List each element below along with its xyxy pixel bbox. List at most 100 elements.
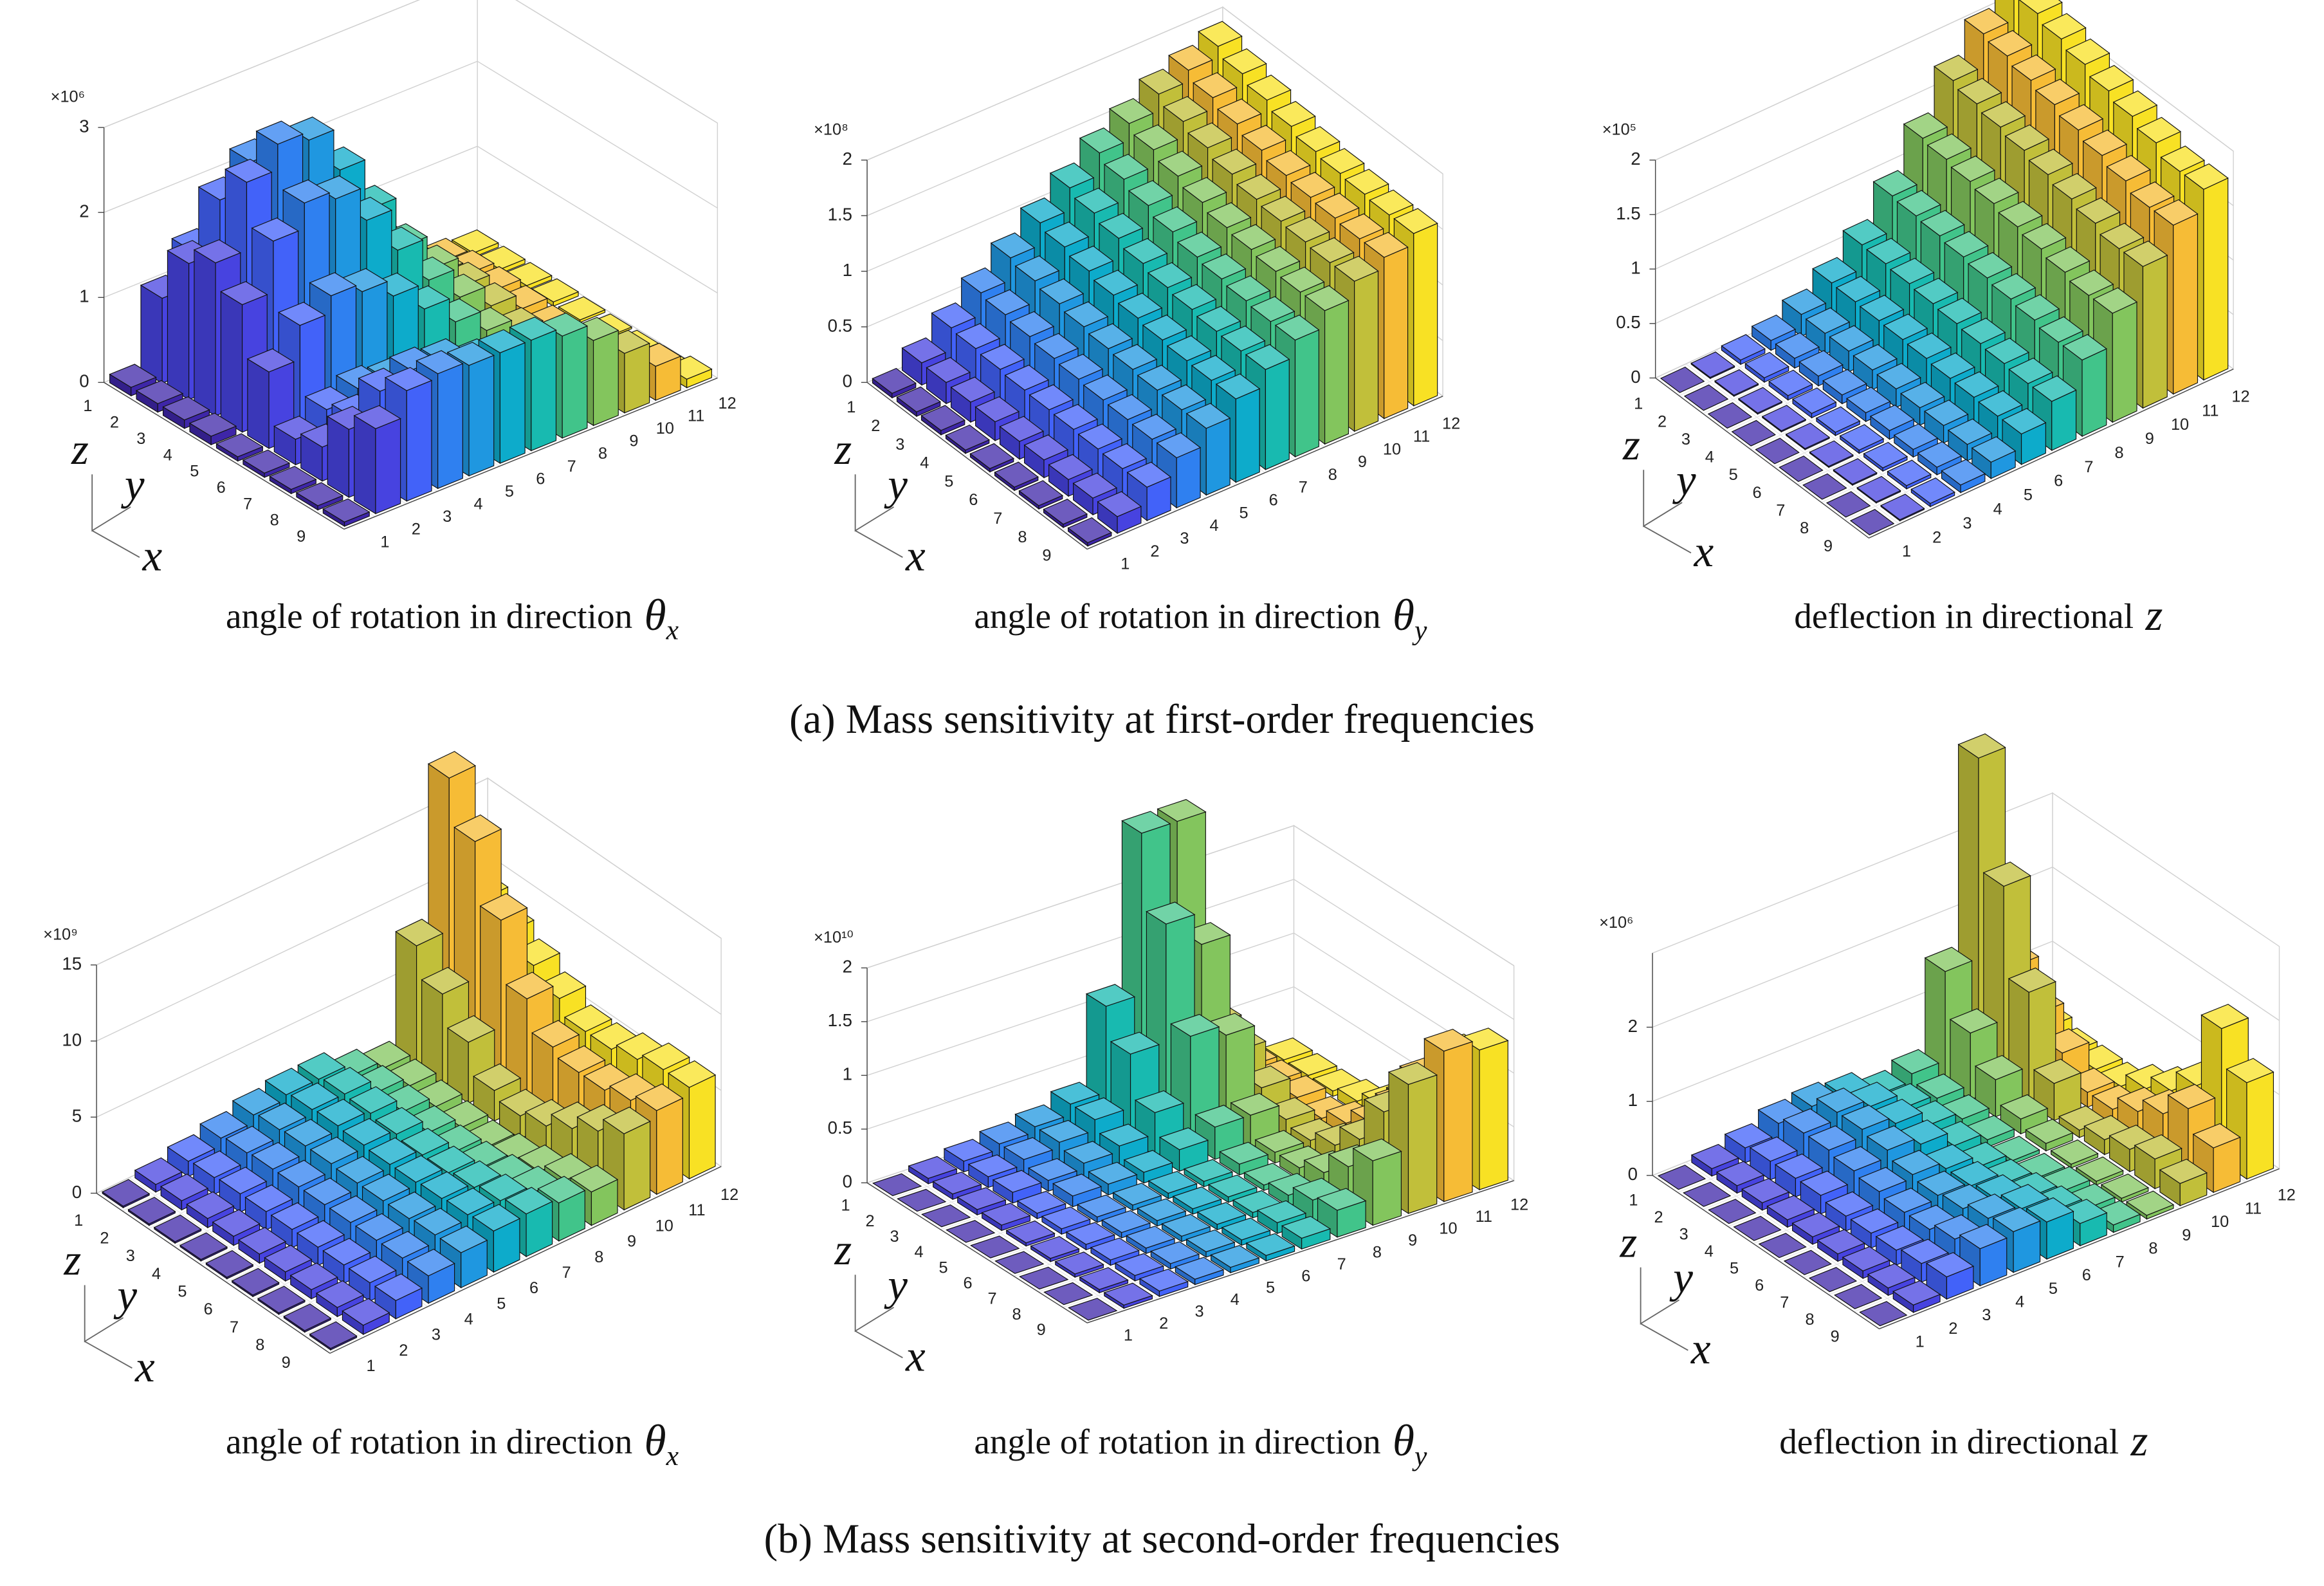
bar-face (558, 296, 606, 320)
title-text: angle of rotation in direction (226, 1422, 632, 1461)
bar-face (1250, 296, 1295, 322)
bar-face (1219, 1141, 1269, 1165)
bar-face (251, 1141, 300, 1170)
bar-face (327, 416, 350, 499)
bar-face (1334, 255, 1379, 282)
title-text: angle of rotation in direction (226, 596, 632, 636)
floor-line (1716, 349, 1930, 510)
bar-face (1196, 1202, 1247, 1225)
bar-face (194, 249, 216, 417)
bar-face (1781, 288, 1827, 315)
bar (872, 1173, 922, 1196)
bar-face (1090, 1237, 1140, 1260)
bar (994, 1251, 1045, 1274)
bar-face (537, 1176, 586, 1204)
bar-face (446, 342, 495, 366)
x-tick-label: 8 (1018, 528, 1027, 546)
bar-face (251, 217, 299, 242)
bar (2125, 1190, 2175, 1220)
bar (1925, 1252, 1975, 1300)
bar-face (2099, 223, 2145, 250)
y-tick-label: 12 (720, 1186, 738, 1204)
bar-face (225, 1125, 274, 1154)
bar-face (1761, 405, 1807, 432)
bar-face (381, 1231, 430, 1259)
bar-face (295, 482, 344, 506)
bar-face (264, 1244, 313, 1273)
bar (153, 1214, 202, 1244)
bar (1856, 475, 1901, 504)
bar (1123, 1150, 1173, 1184)
bar-face (1256, 1200, 1307, 1223)
bar-face (641, 1042, 690, 1071)
y-tick-label: 2 (1150, 542, 1159, 560)
x-tick-label: 8 (1012, 1305, 1021, 1323)
bar-face (242, 449, 291, 474)
bar-face (2142, 254, 2168, 409)
bar-face (1187, 122, 1232, 149)
y-tick-label: 6 (1301, 1267, 1310, 1285)
bar-face (1714, 369, 1759, 396)
bar-face (1833, 1146, 1882, 1172)
x-axis (1655, 377, 1869, 539)
bar (969, 443, 1014, 473)
bar-face (282, 179, 331, 204)
bar-face (1867, 1263, 1916, 1289)
bar-face (220, 281, 268, 306)
y-tick-label: 9 (1358, 453, 1367, 471)
bar-face (1937, 297, 1982, 324)
bar (1352, 1138, 1402, 1226)
bar-face (1139, 1268, 1189, 1292)
bar-face (1816, 1087, 1865, 1113)
axis-label: z (63, 1235, 81, 1284)
bar-face (1926, 133, 1972, 160)
bar-face (570, 1165, 619, 1193)
bar-face (1108, 98, 1154, 124)
bar-face (1991, 273, 2036, 300)
bar-face (1074, 1097, 1124, 1120)
bar (1768, 369, 1813, 401)
bar-face (2106, 154, 2151, 181)
bar-face (1930, 352, 1975, 379)
bar-face (1733, 1215, 1782, 1241)
bar-face (1294, 329, 1319, 457)
bar (179, 1232, 228, 1262)
bar (908, 1156, 958, 1185)
y-tick-label: 9 (627, 1233, 636, 1251)
bar-face (1967, 252, 2013, 279)
bar-face (897, 1188, 947, 1212)
axis-label: z (1622, 420, 1640, 469)
bar-face (186, 1191, 235, 1219)
bar-face (2200, 1004, 2249, 1029)
bar-face (1913, 277, 1959, 304)
bar-face (1984, 337, 2029, 364)
z-tick-label: 10 (62, 1029, 82, 1049)
bar-face (1016, 1190, 1066, 1214)
x-tick-label: 4 (1705, 1242, 1714, 1260)
bar (1887, 459, 1932, 490)
y-tick-label: 9 (629, 432, 638, 450)
bar-face (1271, 100, 1316, 127)
bar-face (1193, 72, 1238, 98)
bar-face (656, 1097, 683, 1195)
bar-face (224, 158, 273, 183)
bar (309, 1321, 358, 1351)
bar (1101, 1210, 1151, 1239)
bar-face (1304, 285, 1350, 311)
bar-face (160, 1174, 209, 1201)
bar-face (1798, 350, 1844, 377)
bar-face (2058, 104, 2104, 131)
bar-face (1858, 1166, 1907, 1192)
bar-face (969, 443, 1014, 469)
y-tick-label: 3 (1982, 1306, 1991, 1324)
bar-face (1853, 344, 1898, 371)
bar (1683, 1181, 1732, 1207)
y-tick-label: 11 (2245, 1199, 2262, 1217)
bar (921, 1204, 971, 1228)
bar-face (289, 1262, 338, 1291)
x-tick-label: 1 (83, 397, 92, 415)
bar-face (1110, 1031, 1160, 1055)
bar-face (1052, 1174, 1103, 1197)
bar (231, 1268, 280, 1298)
bar-face (1317, 1188, 1367, 1211)
